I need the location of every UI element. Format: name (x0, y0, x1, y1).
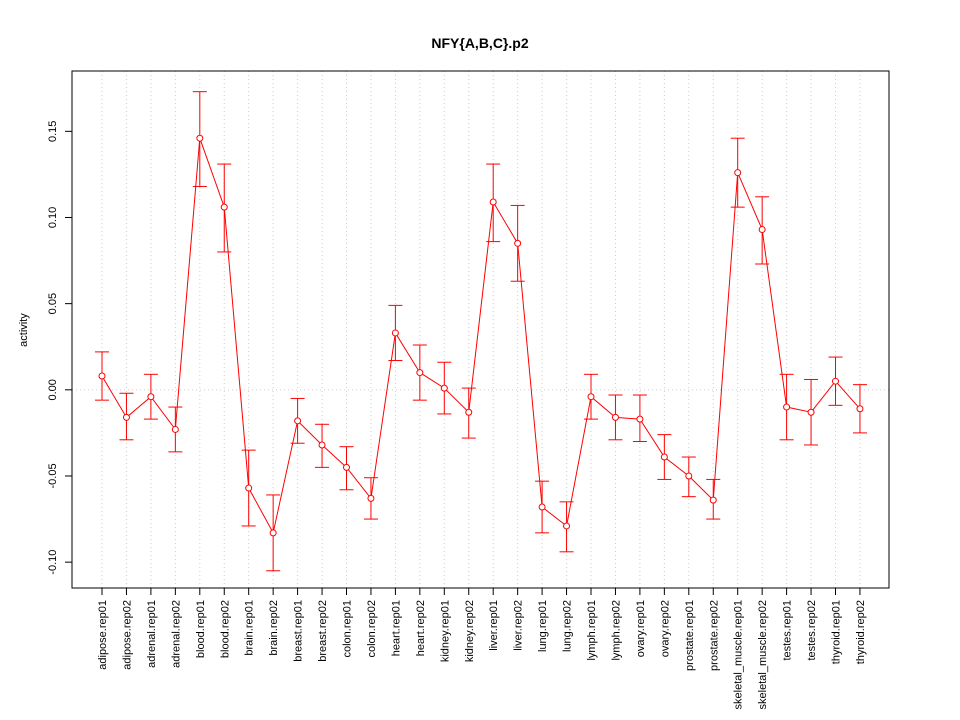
axes: adipose.rep01 adipose.rep02 adrenal.rep01 a… (47, 121, 867, 710)
x-tick-label: ovary.rep02 (659, 600, 671, 657)
x-tick-label: adipose.rep02 (121, 600, 133, 670)
data-point (636, 415, 644, 423)
x-tick-label: testes.rep01 (782, 600, 794, 661)
y-tick-label: 0.00 (47, 379, 59, 400)
y-tick-label: -0.05 (47, 463, 59, 488)
data-point (465, 408, 473, 416)
x-tick-label: heart.rep01 (390, 600, 402, 656)
data-point (122, 413, 130, 421)
x-tick-label: liver.rep01 (488, 600, 500, 651)
data-point (563, 522, 571, 530)
x-tick-label: brain.rep02 (268, 600, 280, 656)
x-tick-label: adipose.rep01 (97, 600, 109, 670)
x-tick-label: kidney.rep02 (464, 600, 476, 662)
grid (72, 71, 889, 588)
y-tick-label: 0.05 (47, 293, 59, 314)
data-point (294, 417, 302, 425)
data-point (147, 393, 155, 401)
x-tick-label: adrenal.rep02 (170, 600, 182, 668)
x-tick-label: blood.rep02 (219, 600, 231, 658)
x-tick-label: prostate.rep02 (708, 600, 720, 671)
x-tick-label: kidney.rep01 (439, 600, 451, 662)
data-point (318, 441, 326, 449)
x-tick-label: colon.rep01 (342, 600, 354, 658)
x-tick-label: heart.rep02 (415, 600, 427, 656)
y-tick-label: -0.10 (47, 550, 59, 575)
x-tick-label: lung.rep02 (562, 600, 574, 652)
data-point (514, 239, 522, 247)
x-tick-label: colon.rep02 (366, 600, 378, 658)
data-point (220, 203, 228, 211)
x-tick-label: prostate.rep01 (684, 600, 696, 671)
x-tick-label: skeletal_muscle.rep01 (733, 600, 745, 709)
x-tick-label: lung.rep01 (537, 600, 549, 652)
x-tick-label: lymph.rep02 (610, 600, 622, 661)
x-tick-label: brain.rep01 (244, 600, 256, 656)
data-point (856, 405, 864, 413)
x-tick-label: testes.rep02 (806, 600, 818, 661)
x-tick-label: skeletal_muscle.rep02 (757, 600, 769, 709)
data-series (95, 91, 867, 572)
data-point (391, 329, 399, 337)
data-point (660, 453, 668, 461)
x-tick-label: blood.rep01 (195, 600, 207, 658)
y-axis-label: activity (18, 313, 30, 347)
data-point (734, 169, 742, 177)
x-tick-label: ovary.rep01 (635, 600, 647, 657)
data-point (440, 384, 448, 392)
data-point (685, 472, 693, 480)
data-point (416, 369, 424, 377)
data-point (832, 377, 839, 385)
data-point (807, 408, 815, 416)
data-point (611, 413, 619, 421)
x-tick-label: liver.rep02 (513, 600, 525, 651)
data-point (98, 372, 106, 380)
series-line (101, 138, 861, 535)
data-point (343, 463, 350, 471)
data-point (709, 496, 717, 504)
data-point (367, 494, 375, 502)
data-point (758, 226, 766, 234)
x-tick-label: thyroid.rep01 (831, 600, 843, 664)
x-tick-label: adrenal.rep01 (146, 600, 158, 668)
chart-title: NFY{A,B,C}.p2 (431, 35, 528, 51)
data-point (587, 393, 595, 401)
y-tick-label: 0.10 (47, 207, 59, 228)
data-point (783, 403, 791, 411)
data-point (196, 134, 204, 142)
x-tick-label: thyroid.rep02 (855, 600, 867, 664)
x-tick-label: breast.rep02 (317, 600, 329, 662)
x-tick-label: lymph.rep01 (586, 600, 598, 661)
data-point (538, 503, 546, 511)
y-tick-label: 0.15 (47, 121, 59, 142)
data-point (489, 198, 497, 206)
data-point (269, 529, 277, 537)
data-point (171, 425, 179, 433)
data-point (245, 484, 253, 492)
plot-frame (71, 70, 890, 589)
x-tick-label: breast.rep01 (293, 600, 305, 662)
